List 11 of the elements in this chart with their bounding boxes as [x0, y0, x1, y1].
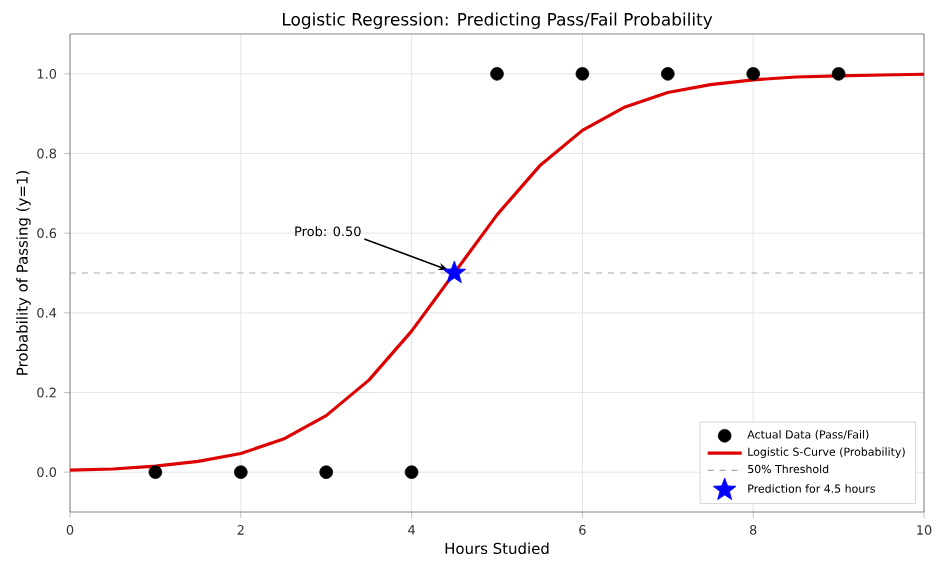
point	[319, 465, 333, 479]
point	[575, 67, 590, 81]
point	[831, 67, 846, 81]
chart-title: Logistic Regression: Predicting Pass/Fail Probability	[283, 12, 713, 29]
point	[148, 465, 163, 479]
point	[746, 67, 760, 81]
point	[234, 465, 248, 479]
point	[490, 67, 504, 81]
point	[404, 465, 419, 479]
point	[442, 260, 467, 284]
point	[661, 67, 675, 81]
